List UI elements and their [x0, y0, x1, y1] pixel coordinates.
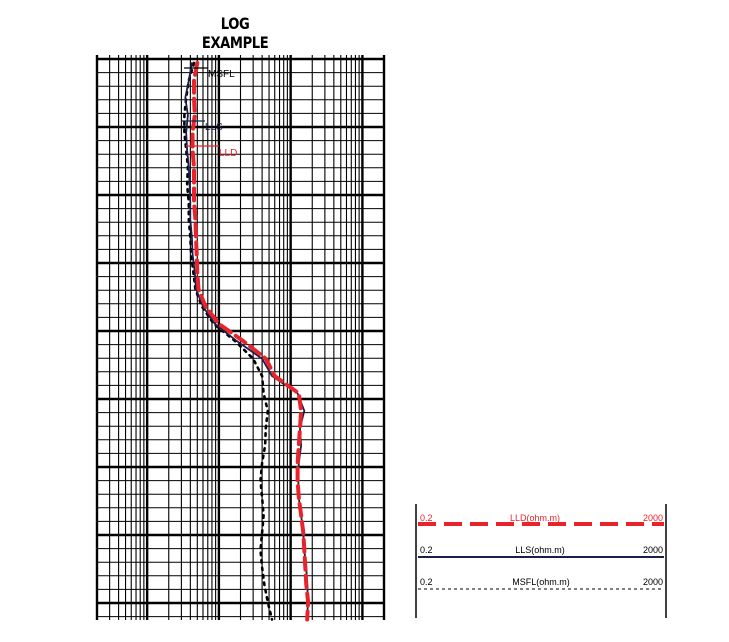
curve-lld [190, 61, 311, 622]
legend-lld-label: LLD(ohm.m) [510, 513, 560, 523]
log-grid [95, 55, 386, 620]
curve-labels: MSFL LLS LLD [182, 67, 237, 159]
legend-msfl-max: 2000 [643, 577, 663, 587]
legend-msfl-min: 0.2 [420, 577, 433, 587]
curve-label-msfl: MSFL [208, 69, 235, 80]
legend-lld-min: 0.2 [420, 513, 433, 523]
legend-lls-label: LLS(ohm.m) [515, 545, 565, 555]
chart-title: LOG EXAMPLE [201, 14, 269, 52]
log-curves [183, 61, 311, 622]
legend-lls-max: 2000 [643, 545, 663, 555]
legend-lld-max: 2000 [643, 513, 663, 523]
curve-label-lls: LLS [205, 122, 223, 133]
curve-label-lld: LLD [219, 148, 237, 159]
legend-lls-min: 0.2 [420, 545, 433, 555]
legend-msfl-label: MSFL(ohm.m) [512, 577, 570, 587]
curve-msfl [183, 61, 274, 621]
